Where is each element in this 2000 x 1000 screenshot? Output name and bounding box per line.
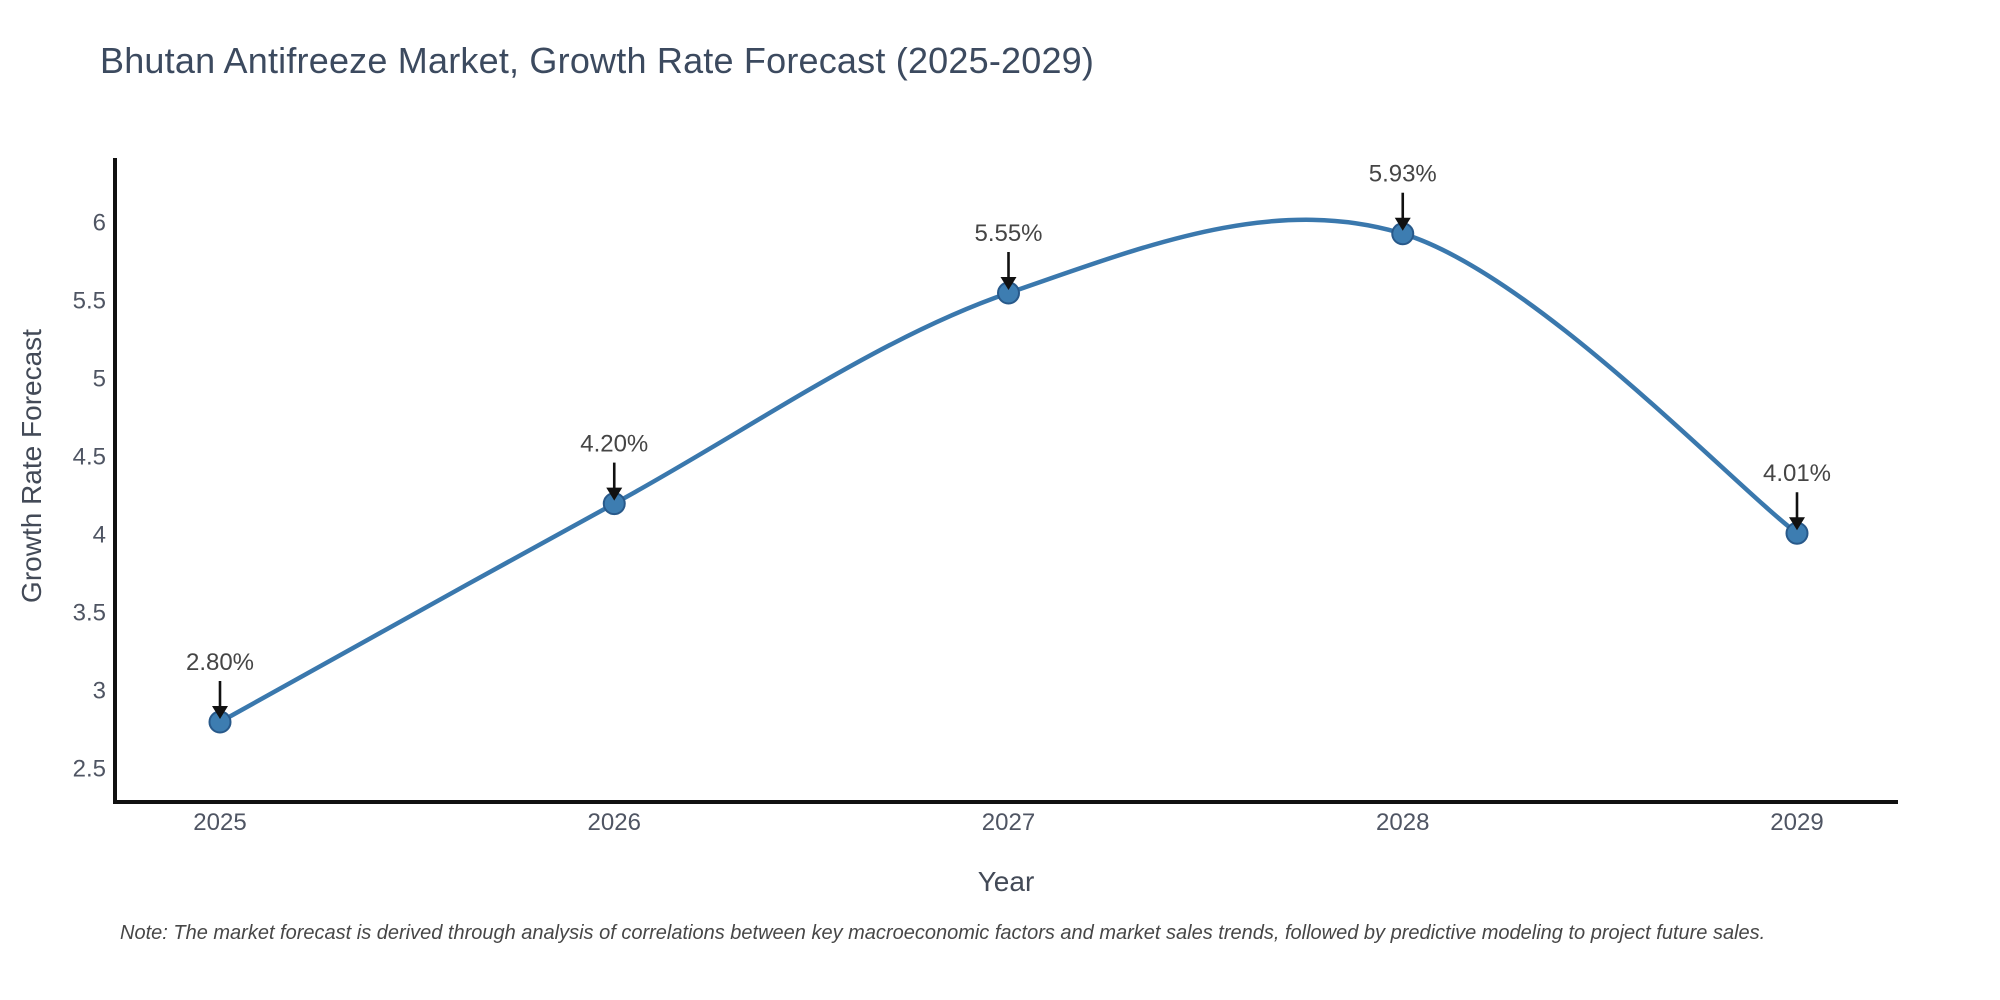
annotation-arrowhead xyxy=(1789,517,1805,531)
annotation-arrowhead xyxy=(1394,217,1411,231)
point-label: 2.80% xyxy=(186,649,254,676)
point-label: 4.01% xyxy=(1763,460,1831,487)
y-tick-label: 4 xyxy=(93,521,106,548)
annotation-arrowhead xyxy=(606,487,623,501)
y-tick-label: 3.5 xyxy=(73,599,106,626)
point-label: 5.93% xyxy=(1369,161,1437,188)
y-tick-label: 2.5 xyxy=(73,755,106,782)
x-axis-title: Year xyxy=(977,866,1035,897)
point-label: 5.55% xyxy=(974,220,1042,247)
x-tick-label: 2027 xyxy=(982,809,1035,836)
annotation-arrowhead xyxy=(1000,277,1017,290)
x-tick-label: 2026 xyxy=(588,809,641,836)
x-tick-label: 2028 xyxy=(1376,809,1429,836)
x-tick-label: 2029 xyxy=(1770,809,1823,836)
y-axis-title: Growth Rate Forecast xyxy=(16,329,47,603)
point-label: 4.20% xyxy=(580,431,648,458)
y-tick-label: 3 xyxy=(93,677,106,704)
y-tick-label: 5.5 xyxy=(73,287,106,314)
footnote: Note: The market forecast is derived thr… xyxy=(120,922,1766,944)
x-tick-label: 2025 xyxy=(193,809,246,836)
y-tick-label: 5 xyxy=(93,365,106,392)
y-tick-label: 6 xyxy=(93,209,106,236)
y-tick-label: 4.5 xyxy=(73,443,106,470)
chart-title: Bhutan Antifreeze Market, Growth Rate Fo… xyxy=(100,40,1095,81)
annotation-arrowhead xyxy=(212,706,228,719)
